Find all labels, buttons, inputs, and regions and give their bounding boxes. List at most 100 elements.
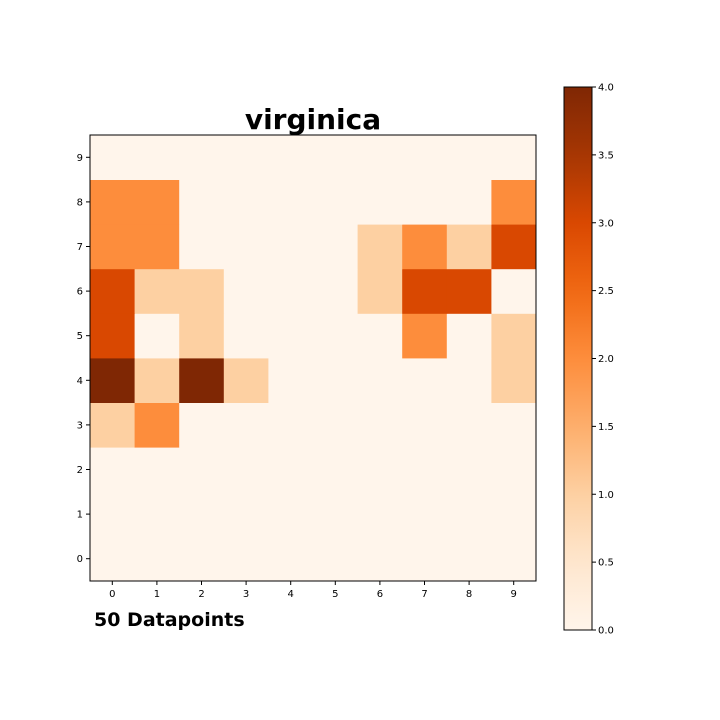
heatmap-cell bbox=[268, 135, 314, 180]
heatmap-cell bbox=[90, 179, 135, 225]
heatmap-cell bbox=[491, 447, 537, 493]
heatmap-cell bbox=[268, 358, 314, 403]
heatmap-cell bbox=[179, 447, 225, 493]
heatmap-cell bbox=[446, 135, 492, 180]
heatmap-cell bbox=[179, 179, 225, 225]
y-tick-label: 3 bbox=[77, 420, 83, 431]
heatmap-cell bbox=[313, 313, 358, 359]
heatmap-cell bbox=[313, 447, 358, 493]
heatmap-cell bbox=[223, 402, 269, 448]
x-tick-label: 3 bbox=[243, 589, 249, 600]
heatmap-cell bbox=[134, 268, 180, 314]
heatmap-cell bbox=[134, 135, 180, 180]
colorbar bbox=[563, 86, 593, 631]
heatmap-cell bbox=[179, 358, 225, 403]
x-tick-label: 0 bbox=[109, 589, 115, 600]
y-tick-label: 7 bbox=[77, 242, 83, 253]
heatmap-cell bbox=[491, 491, 537, 537]
y-tick-label: 6 bbox=[77, 287, 83, 298]
heatmap-cell bbox=[134, 179, 180, 225]
y-axis: 0 1 2 3 4 5 6 7 8 9 bbox=[77, 153, 90, 565]
heatmap-cell bbox=[223, 135, 269, 180]
heatmap-cell bbox=[402, 224, 448, 270]
heatmap-cell bbox=[357, 536, 403, 582]
heatmap-cell bbox=[90, 135, 135, 180]
x-tick-label: 9 bbox=[511, 589, 517, 600]
heatmap-cell bbox=[402, 268, 448, 314]
y-tick-label: 2 bbox=[77, 465, 83, 476]
heatmap-cell bbox=[313, 179, 358, 225]
heatmap-cell bbox=[179, 224, 225, 270]
heatmap-cell bbox=[90, 224, 135, 270]
heatmap-cell bbox=[402, 402, 448, 448]
heatmap-cell bbox=[357, 268, 403, 314]
x-tick-label: 8 bbox=[466, 589, 472, 600]
heatmap-cell bbox=[134, 536, 180, 582]
heatmap-cell bbox=[446, 224, 492, 270]
heatmap-cells bbox=[90, 135, 537, 582]
heatmap-cell bbox=[268, 447, 314, 493]
heatmap-cell bbox=[491, 402, 537, 448]
heatmap-cell bbox=[90, 313, 135, 359]
heatmap-cell bbox=[134, 224, 180, 270]
heatmap-cell bbox=[179, 268, 225, 314]
chart-title: virginica bbox=[245, 103, 381, 136]
heatmap-cell bbox=[90, 358, 135, 403]
heatmap-cell bbox=[491, 313, 537, 359]
x-tick-label: 7 bbox=[421, 589, 427, 600]
heatmap-cell bbox=[446, 313, 492, 359]
heatmap-cell bbox=[402, 358, 448, 403]
heatmap-cell bbox=[134, 358, 180, 403]
colorbar-tick-label: 4.0 bbox=[598, 83, 614, 94]
y-tick-label: 1 bbox=[77, 510, 83, 521]
heatmap-cell bbox=[357, 447, 403, 493]
heatmap-cell bbox=[223, 536, 269, 582]
heatmap-cell bbox=[268, 179, 314, 225]
heatmap-cell bbox=[491, 268, 537, 314]
heatmap-cell bbox=[357, 313, 403, 359]
heatmap-cell bbox=[357, 135, 403, 180]
heatmap-cell bbox=[446, 447, 492, 493]
heatmap-cell bbox=[268, 268, 314, 314]
heatmap-cell bbox=[134, 313, 180, 359]
y-tick-label: 8 bbox=[77, 197, 83, 208]
heatmap-cell bbox=[223, 491, 269, 537]
heatmap-cell bbox=[179, 135, 225, 180]
colorbar-tick-label: 3.0 bbox=[598, 218, 614, 229]
heatmap-cell bbox=[402, 313, 448, 359]
colorbar-axis: 0.0 0.5 1.0 1.5 2.0 2.5 3.0 3.5 4.0 bbox=[592, 83, 614, 637]
colorbar-tick-label: 0.0 bbox=[598, 626, 614, 637]
heatmap-cell bbox=[268, 491, 314, 537]
colorbar-tick-label: 1.5 bbox=[598, 422, 614, 433]
heatmap-cell bbox=[90, 536, 135, 582]
heatmap-cell bbox=[313, 268, 358, 314]
heatmap-cell bbox=[134, 447, 180, 493]
heatmap-cell bbox=[90, 268, 135, 314]
heatmap-cell bbox=[223, 179, 269, 225]
datapoints-annotation: 50 Datapoints bbox=[94, 609, 245, 631]
heatmap-cell bbox=[491, 135, 537, 180]
colorbar-tick-label: 2.0 bbox=[598, 354, 614, 365]
heatmap-cell bbox=[446, 179, 492, 225]
y-tick-label: 5 bbox=[77, 331, 83, 342]
colorbar-tick-label: 3.5 bbox=[598, 150, 614, 161]
heatmap-cell bbox=[491, 224, 537, 270]
heatmap-cell bbox=[402, 135, 448, 180]
heatmap-cell bbox=[179, 313, 225, 359]
heatmap-cell bbox=[223, 268, 269, 314]
heatmap-cell bbox=[313, 224, 358, 270]
heatmap-cell bbox=[90, 402, 135, 448]
heatmap-cell bbox=[313, 402, 358, 448]
heatmap-cell bbox=[90, 447, 135, 493]
heatmap-cell bbox=[357, 402, 403, 448]
heatmap-cell bbox=[223, 447, 269, 493]
colorbar-tick-label: 1.0 bbox=[598, 490, 614, 501]
y-tick-label: 9 bbox=[77, 153, 83, 164]
y-tick-label: 0 bbox=[77, 554, 83, 565]
heatmap-cell bbox=[446, 358, 492, 403]
x-tick-label: 6 bbox=[377, 589, 383, 600]
heatmap-cell bbox=[223, 358, 269, 403]
heatmap-cell bbox=[446, 268, 492, 314]
heatmap-cell bbox=[268, 313, 314, 359]
